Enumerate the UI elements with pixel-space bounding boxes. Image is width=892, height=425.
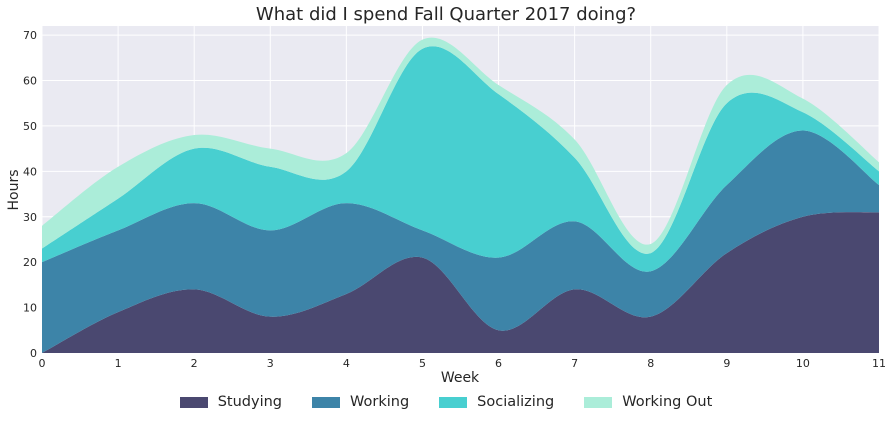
y-axis-label: Hours: [6, 169, 22, 210]
y-tick-label: 60: [23, 75, 37, 88]
y-tick-label: 30: [23, 211, 37, 224]
y-tick-label: 50: [23, 120, 37, 133]
legend: Studying Working Socializing Working Out: [0, 394, 892, 410]
x-tick-label: 0: [39, 357, 46, 370]
legend-label: Socializing: [477, 394, 555, 410]
x-tick-label: 7: [571, 357, 578, 370]
x-tick-label: 11: [872, 357, 886, 370]
legend-swatch: [179, 396, 208, 408]
x-tick-label: 8: [647, 357, 654, 370]
x-tick-label: 4: [343, 357, 350, 370]
x-tick-label: 3: [267, 357, 274, 370]
y-tick-labels: 0 10 20 30 40 50 60 70: [23, 29, 37, 360]
legend-item: Socializing: [439, 394, 554, 410]
area-socializing: [42, 46, 879, 272]
x-tick-label: 10: [796, 357, 810, 370]
area-working-out: [42, 37, 879, 254]
legend-swatch: [312, 396, 341, 408]
area-series: [42, 37, 879, 353]
y-tick-label: 70: [23, 29, 37, 42]
legend-item: Studying: [179, 394, 283, 410]
x-tick-labels: 0 1 2 3 4 5 6 7 8 9 10 11: [39, 357, 887, 370]
area-studying: [42, 212, 879, 353]
x-tick-label: 9: [723, 357, 730, 370]
legend-item: Working Out: [584, 394, 712, 410]
x-tick-label: 6: [495, 357, 502, 370]
x-tick-label: 1: [115, 357, 122, 370]
legend-item: Working: [312, 394, 409, 410]
area-working: [42, 130, 879, 353]
legend-swatch: [439, 396, 468, 408]
legend-swatch: [584, 396, 613, 408]
y-tick-label: 10: [23, 302, 37, 315]
legend-label: Studying: [217, 394, 283, 410]
x-tick-label: 5: [419, 357, 426, 370]
legend-label: Working: [350, 394, 410, 410]
chart-title: What did I spend Fall Quarter 2017 doing…: [255, 4, 637, 25]
legend-label: Working Out: [622, 394, 713, 410]
x-axis-label: Week: [441, 370, 480, 386]
y-tick-label: 20: [23, 256, 37, 269]
y-tick-label: 0: [30, 347, 37, 360]
x-tick-label: 2: [191, 357, 198, 370]
y-tick-label: 40: [23, 165, 37, 178]
